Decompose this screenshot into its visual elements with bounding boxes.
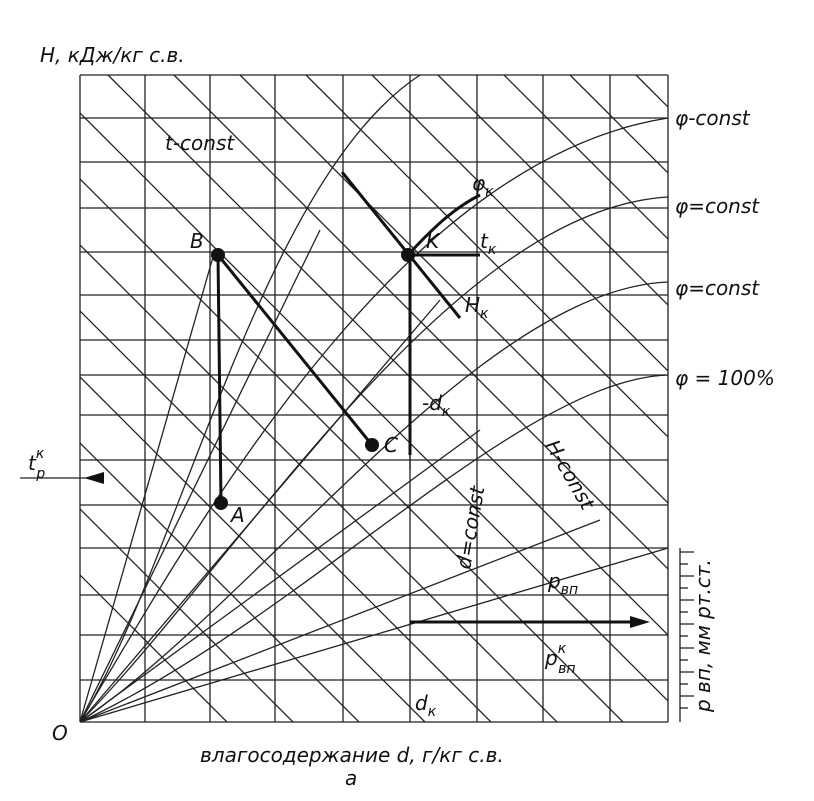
h-const-line bbox=[80, 244, 558, 722]
h-const-line bbox=[80, 508, 294, 722]
label: dк bbox=[415, 691, 437, 720]
h-const-line bbox=[702, 75, 814, 775]
label-base: t bbox=[480, 229, 489, 253]
h-const-line bbox=[437, 75, 668, 306]
right-scale-ticks bbox=[680, 551, 694, 709]
label: pвп bbox=[547, 569, 578, 598]
y-axis-label: H, кДж/кг с.в. bbox=[40, 43, 185, 67]
label: φк bbox=[472, 171, 494, 200]
caption: а bbox=[345, 766, 357, 790]
arrow-head bbox=[630, 616, 650, 628]
label-base: d bbox=[415, 691, 428, 715]
origin-label: O bbox=[52, 721, 68, 745]
label-sub: p bbox=[35, 466, 45, 482]
point-a bbox=[214, 496, 228, 510]
h-const-line bbox=[768, 75, 814, 775]
t-const-line bbox=[79, 229, 321, 723]
label: tк bbox=[480, 229, 497, 258]
point-label: A bbox=[229, 503, 245, 527]
label-base: t bbox=[28, 451, 37, 475]
phi-label: φ=const bbox=[675, 194, 760, 218]
point-k bbox=[401, 248, 415, 262]
curves bbox=[20, 74, 681, 723]
phik-line bbox=[406, 193, 481, 257]
label-base: -d bbox=[422, 391, 442, 415]
phi-label: φ = 100% bbox=[675, 366, 775, 390]
label-sup: к bbox=[558, 641, 567, 657]
label-sub: к bbox=[480, 306, 489, 322]
label-sub: к bbox=[442, 404, 451, 420]
phi-curve bbox=[79, 281, 669, 723]
h-const-line bbox=[503, 75, 668, 240]
p-vp-line bbox=[79, 547, 669, 723]
phi-curve bbox=[79, 374, 669, 723]
hk-line bbox=[340, 171, 462, 319]
label-base: p bbox=[547, 569, 561, 593]
phi-curve bbox=[79, 117, 669, 723]
label-base: φ bbox=[472, 171, 485, 195]
phi-curve bbox=[79, 74, 421, 723]
label: Hк bbox=[465, 293, 489, 322]
label-base: p bbox=[544, 646, 558, 670]
phi-label: φ-const bbox=[675, 106, 751, 130]
h-const-line bbox=[305, 75, 668, 438]
point-label: K bbox=[426, 229, 441, 253]
grid bbox=[79, 74, 669, 723]
arrow-head bbox=[84, 472, 104, 484]
h-const-line bbox=[635, 75, 668, 108]
label-sub: вп bbox=[561, 582, 578, 598]
label: pк вп bbox=[544, 641, 576, 677]
bc-line bbox=[216, 254, 374, 446]
d-const-label: d=const bbox=[451, 483, 489, 571]
label: -dк bbox=[422, 391, 451, 420]
t-const-line bbox=[79, 429, 481, 723]
label-sub: к bbox=[428, 704, 437, 720]
label: tк p bbox=[28, 446, 45, 482]
phi-label: φ=const bbox=[675, 276, 760, 300]
h-const-line bbox=[80, 376, 426, 722]
label-sub: к bbox=[488, 242, 497, 258]
label-sub: к bbox=[485, 184, 494, 200]
label-base: H bbox=[465, 293, 480, 317]
h-const-line bbox=[107, 75, 668, 636]
h-const-line bbox=[80, 112, 668, 702]
t-const-line bbox=[79, 299, 441, 723]
t-const-line bbox=[79, 519, 601, 723]
h-const-line bbox=[173, 75, 668, 570]
t-const-label: t-const bbox=[165, 131, 235, 155]
ba-line bbox=[216, 254, 223, 504]
point-label: C bbox=[384, 433, 398, 457]
label-sup: к bbox=[36, 446, 45, 462]
h-const-line bbox=[371, 75, 668, 372]
h-const-line bbox=[80, 178, 624, 722]
h-const-line bbox=[80, 310, 492, 722]
process-lines bbox=[216, 171, 640, 624]
x-axis-label: влагосодержание d, г/кг с.в. bbox=[200, 743, 504, 767]
point-b bbox=[211, 248, 225, 262]
t-const-line bbox=[79, 249, 216, 723]
label-sub: вп bbox=[558, 661, 575, 677]
point-label: B bbox=[190, 229, 204, 253]
h-const-label: H-const bbox=[541, 436, 601, 515]
points bbox=[211, 248, 415, 510]
point-c bbox=[365, 438, 379, 452]
right-axis-label: p вп, мм рт.ст. bbox=[691, 559, 715, 713]
h-const-line bbox=[80, 574, 228, 722]
